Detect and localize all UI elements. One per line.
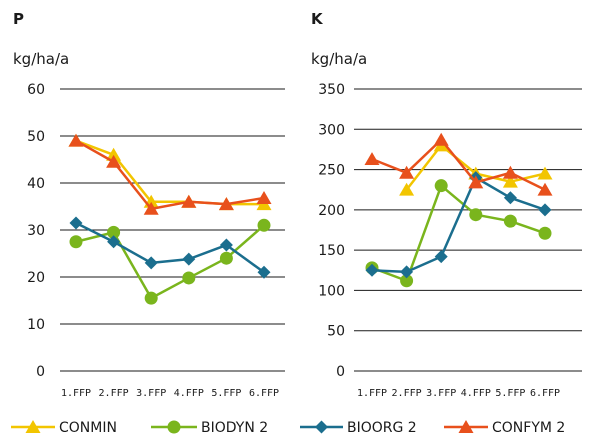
legend-marker-bioorg-2 xyxy=(315,420,328,434)
data-point-biodyn-2 xyxy=(144,291,158,305)
x-tick-label: 5.FFP xyxy=(211,388,241,399)
data-point-bioorg-2 xyxy=(365,263,379,277)
x-tick-label: 2.FFP xyxy=(99,388,129,399)
y-tick-label: 0 xyxy=(36,364,45,380)
x-tick-label: 4.FFP xyxy=(461,388,491,399)
data-point-confym-2 xyxy=(68,133,84,147)
series-line-confym-2 xyxy=(75,139,265,211)
data-point-biodyn-2 xyxy=(257,218,271,232)
legend-label: BIODYN 2 xyxy=(201,420,268,436)
y-tick-label: 40 xyxy=(27,176,45,192)
data-point-biodyn-2 xyxy=(538,226,552,240)
data-point-confym-2 xyxy=(399,165,415,179)
y-tick-label: 10 xyxy=(27,317,45,333)
data-point-confym-2 xyxy=(433,132,449,146)
x-tick-label: 1.FFP xyxy=(61,388,91,399)
y-tick-label: 20 xyxy=(27,270,45,286)
legend-label: CONMIN xyxy=(59,420,117,436)
series-line-bioorg-2 xyxy=(75,221,265,274)
data-point-conmin xyxy=(106,147,122,161)
panel-title: K xyxy=(311,10,324,28)
data-point-confym-2 xyxy=(218,197,234,211)
data-point-conmin xyxy=(399,182,415,196)
y-tick-label: 50 xyxy=(327,324,345,340)
data-point-confym-2 xyxy=(256,191,272,204)
series-line-confym-2 xyxy=(371,138,546,191)
y-tick-label: 100 xyxy=(318,283,345,299)
x-tick-label: 1.FFP xyxy=(357,388,387,399)
series-line-conmin xyxy=(75,139,264,206)
data-point-bioorg-2 xyxy=(538,203,552,217)
data-point-confym-2 xyxy=(106,154,122,168)
legend-label: BIOORG 2 xyxy=(347,420,417,436)
data-point-confym-2 xyxy=(502,165,518,179)
legend-label: CONFYM 2 xyxy=(492,420,565,436)
y-tick-label: 150 xyxy=(318,243,345,259)
data-point-bioorg-2 xyxy=(107,235,121,249)
data-point-bioorg-2 xyxy=(503,191,517,205)
legend-marker-biodyn-2 xyxy=(167,420,181,434)
y-tick-label: 50 xyxy=(27,129,45,145)
y-tick-label: 60 xyxy=(27,82,45,98)
data-point-bioorg-2 xyxy=(144,256,158,270)
y-tick-label: 250 xyxy=(318,163,345,179)
data-point-confym-2 xyxy=(468,175,484,189)
x-tick-label: 3.FFP xyxy=(426,388,456,399)
data-point-confym-2 xyxy=(143,201,159,215)
data-point-confym-2 xyxy=(537,182,553,196)
legend: CONMIN BIODYN 2 BIOORG 2 CONFYM 2 xyxy=(11,420,565,436)
data-point-confym-2 xyxy=(364,152,380,166)
data-point-biodyn-2 xyxy=(182,271,196,285)
x-tick-label: 6.FFP xyxy=(530,388,560,399)
y-tick-label: 30 xyxy=(27,223,45,239)
data-point-biodyn-2 xyxy=(219,251,233,265)
data-point-bioorg-2 xyxy=(182,252,196,266)
data-point-biodyn-2 xyxy=(469,208,483,222)
data-point-conmin xyxy=(537,166,553,180)
y-tick-label: 200 xyxy=(318,203,345,219)
data-point-bioorg-2 xyxy=(434,250,448,264)
legend-marker-confym-2 xyxy=(458,420,474,433)
data-point-bioorg-2 xyxy=(400,265,414,279)
x-tick-label: 3.FFP xyxy=(136,388,166,399)
panel-p: Pkg/ha/a 0 10 20 30 40 50 60 1.FFP 2.FFP 3.FFP 4.FF… xyxy=(13,10,285,399)
data-point-biodyn-2 xyxy=(503,214,517,228)
y-tick-label: 350 xyxy=(318,82,345,98)
x-tick-label: 4.FFP xyxy=(174,388,204,399)
panel-k: Kkg/ha/a 0 50 100 150 200 250 300 350 1.FFP 2.FFP 3… xyxy=(311,10,582,399)
legend-marker-conmin xyxy=(25,420,41,433)
data-point-bioorg-2 xyxy=(69,216,83,230)
x-tick-label: 2.FFP xyxy=(392,388,422,399)
data-point-biodyn-2 xyxy=(69,235,83,249)
panel-title: P xyxy=(13,10,24,28)
y-axis-unit-label: kg/ha/a xyxy=(13,50,69,68)
data-point-biodyn-2 xyxy=(434,179,448,193)
y-tick-label: 0 xyxy=(336,364,345,380)
data-point-biodyn-2 xyxy=(107,225,121,239)
y-tick-label: 300 xyxy=(318,122,345,138)
data-point-confym-2 xyxy=(181,194,197,208)
data-point-conmin xyxy=(502,174,518,188)
data-point-biodyn-2 xyxy=(400,274,414,288)
x-tick-label: 6.FFP xyxy=(249,388,279,399)
data-point-bioorg-2 xyxy=(257,265,271,279)
x-tick-label: 5.FFP xyxy=(495,388,525,399)
y-axis-unit-label: kg/ha/a xyxy=(311,50,367,68)
data-point-bioorg-2 xyxy=(219,238,233,252)
